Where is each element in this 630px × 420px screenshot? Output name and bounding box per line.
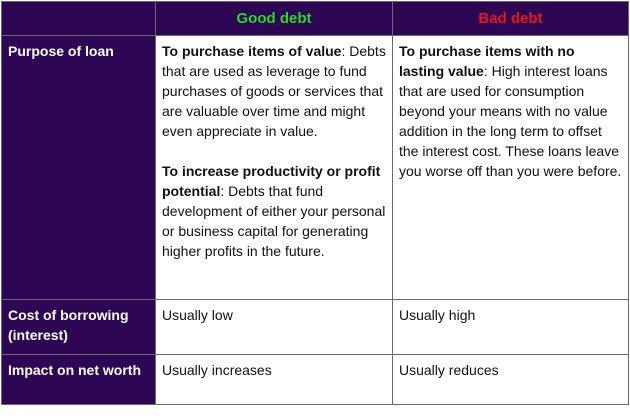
row-label-cost: Cost of borrowing (interest) (1, 299, 156, 355)
header-bad-debt: Bad debt (392, 1, 629, 36)
row-label-text: Purpose of loan (8, 43, 114, 59)
bad-debt-cost-text: Usually high (399, 307, 476, 323)
table-row: Impact on net worth Usually increases Us… (1, 354, 629, 405)
bad-debt-purpose-paragraph-1: To purchase items with no lasting value:… (399, 41, 622, 181)
good-debt-net-worth-text: Usually increases (162, 362, 272, 378)
paragraph-gap (162, 141, 386, 161)
good-debt-cost-text: Usually low (162, 307, 233, 323)
table-row: Cost of borrowing (interest) Usually low… (1, 299, 629, 355)
table-row: Purpose of loan To purchase items of val… (1, 35, 629, 300)
good-debt-purpose-paragraph-2: To increase productivity or profit poten… (162, 161, 386, 261)
good-debt-purpose-text-2: : Debts that fund development of either … (162, 183, 386, 259)
bad-debt-purpose-heading-1: To purchase items with no lasting value (399, 43, 575, 79)
bad-debt-net-worth-cell: Usually reduces (392, 354, 629, 405)
bad-debt-cost-cell: Usually high (392, 299, 629, 355)
bad-debt-net-worth-text: Usually reduces (399, 362, 499, 378)
good-debt-cost-cell: Usually low (155, 299, 393, 355)
good-debt-purpose-heading-1: To purchase items of value (162, 43, 342, 59)
good-debt-net-worth-cell: Usually increases (155, 354, 393, 405)
row-label-purpose: Purpose of loan (1, 35, 156, 300)
bad-debt-purpose-cell: To purchase items with no lasting value:… (392, 35, 629, 300)
good-debt-purpose-text-1: : Debts that are used as leverage to fun… (162, 43, 386, 139)
row-label-text: Impact on net worth (8, 362, 141, 378)
row-label-text: Cost of borrowing (interest) (8, 307, 129, 343)
table-header-row: Good debt Bad debt (1, 1, 629, 36)
header-good-debt: Good debt (155, 1, 393, 36)
row-label-net-worth: Impact on net worth (1, 354, 156, 405)
header-corner-cell (1, 1, 156, 36)
good-debt-purpose-heading-2: To increase productivity or profit poten… (162, 163, 381, 199)
good-debt-purpose-paragraph-1: To purchase items of value: Debts that a… (162, 41, 386, 141)
good-debt-purpose-cell: To purchase items of value: Debts that a… (155, 35, 393, 300)
bad-debt-purpose-text-1: : High interest loans that are used for … (399, 63, 622, 179)
debt-comparison-table: Good debt Bad debt Purpose of loan To pu… (1, 1, 629, 405)
